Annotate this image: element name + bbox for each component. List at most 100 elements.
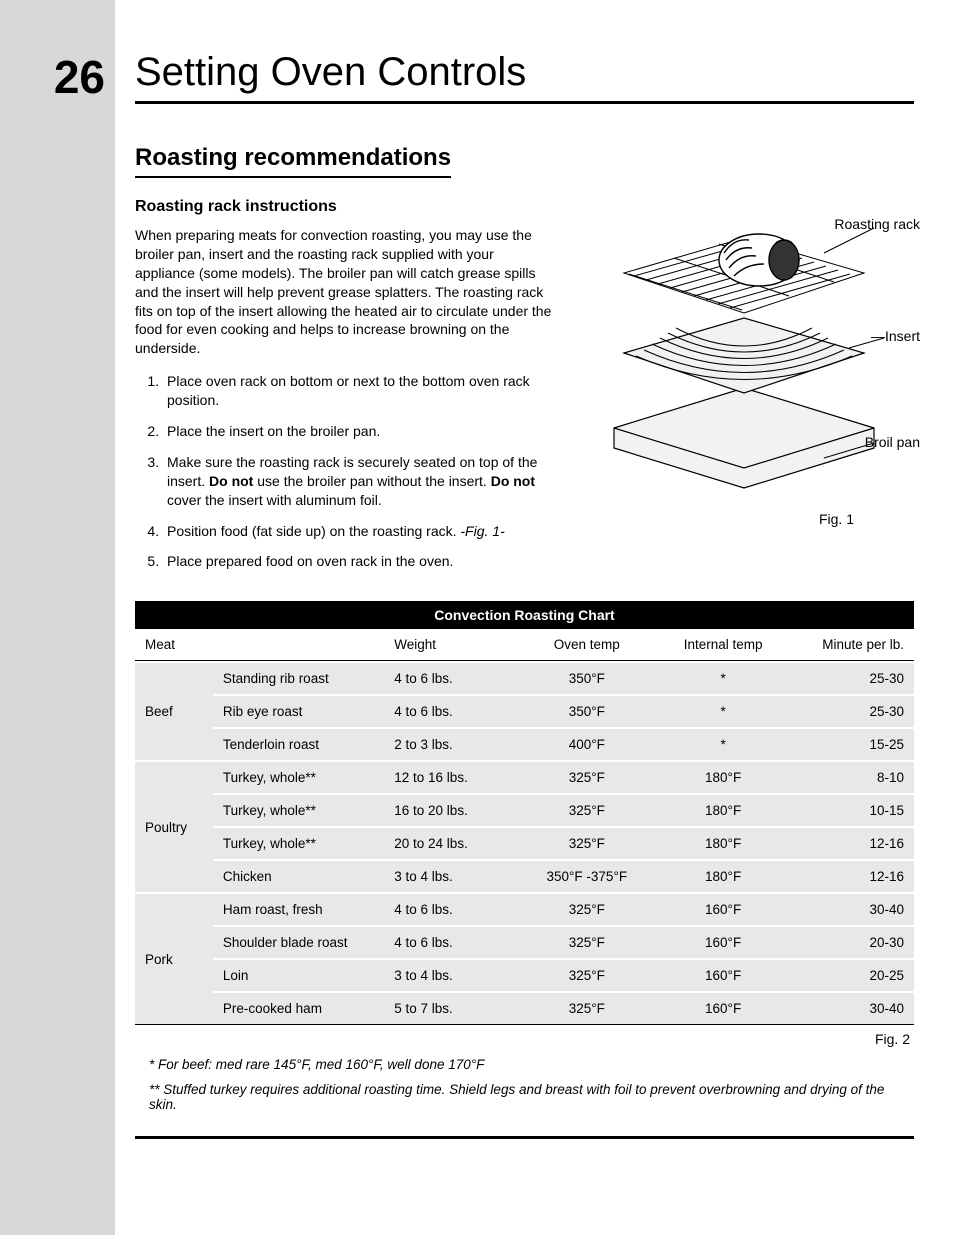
cell: 350°F <box>517 695 657 728</box>
cell: 30-40 <box>789 893 914 926</box>
cell: Rib eye roast <box>213 695 384 728</box>
chart-body: BeefStanding rib roast4 to 6 lbs.350°F*2… <box>135 661 914 1025</box>
table-row: BeefStanding rib roast4 to 6 lbs.350°F*2… <box>135 662 914 695</box>
table-row: Chicken3 to 4 lbs.350°F -375°F180°F12-16 <box>135 860 914 893</box>
cell: 325°F <box>517 761 657 794</box>
cell: * <box>657 695 789 728</box>
figure-label-pan: Broil pan <box>865 434 920 450</box>
page-number-band: 26 <box>0 0 115 1235</box>
instructions-and-figure: Roasting rack instructions When preparin… <box>135 198 914 583</box>
cell: 180°F <box>657 794 789 827</box>
cell: 20-25 <box>789 959 914 992</box>
cell: 180°F <box>657 827 789 860</box>
chart-table: Meat Weight Oven temp Internal temp Minu… <box>135 629 914 661</box>
cell: 20 to 24 lbs. <box>384 827 516 860</box>
cell: 25-30 <box>789 662 914 695</box>
cell: 160°F <box>657 926 789 959</box>
figure-label-insert: —Insert <box>871 328 920 344</box>
cell: 400°F <box>517 728 657 761</box>
cell: 4 to 6 lbs. <box>384 926 516 959</box>
table-row: Pre-cooked ham5 to 7 lbs.325°F160°F30-40 <box>135 992 914 1025</box>
cell: 30-40 <box>789 992 914 1025</box>
cell: 10-15 <box>789 794 914 827</box>
cell: 325°F <box>517 893 657 926</box>
cell: 20-30 <box>789 926 914 959</box>
cell: 4 to 6 lbs. <box>384 662 516 695</box>
cell: Standing rib roast <box>213 662 384 695</box>
col-cut <box>213 629 384 661</box>
cell: Ham roast, fresh <box>213 893 384 926</box>
roasting-chart: Convection Roasting Chart Meat Weight Ov… <box>135 601 914 1047</box>
cell: 325°F <box>517 827 657 860</box>
category-cell: Poultry <box>135 761 213 893</box>
table-row: Turkey, whole**20 to 24 lbs.325°F180°F12… <box>135 827 914 860</box>
col-weight: Weight <box>384 629 516 661</box>
footnote-1: * For beef: med rare 145°F, med 160°F, w… <box>135 1057 914 1072</box>
main-content: Setting Oven Controls Roasting recommend… <box>115 0 954 1235</box>
cell: 5 to 7 lbs. <box>384 992 516 1025</box>
cell: * <box>657 662 789 695</box>
cell: 180°F <box>657 860 789 893</box>
cell: 350°F -375°F <box>517 860 657 893</box>
cell: 12-16 <box>789 827 914 860</box>
col-meat: Meat <box>135 629 213 661</box>
figure-1: Roasting rack —Insert Broil pan <box>574 198 914 503</box>
cell: Chicken <box>213 860 384 893</box>
cell: 325°F <box>517 794 657 827</box>
intro-paragraph: When preparing meats for convection roas… <box>135 226 554 358</box>
cell: 2 to 3 lbs. <box>384 728 516 761</box>
figure-1-caption: Fig. 1 <box>574 511 914 527</box>
table-row: Turkey, whole**16 to 20 lbs.325°F180°F10… <box>135 794 914 827</box>
page-number: 26 <box>0 50 105 104</box>
bottom-rule <box>135 1136 914 1139</box>
subsection-heading: Roasting rack instructions <box>135 198 554 216</box>
figure-2-caption: Fig. 2 <box>135 1031 914 1047</box>
table-row: Loin3 to 4 lbs.325°F160°F20-25 <box>135 959 914 992</box>
col-minlb: Minute per lb. <box>789 629 914 661</box>
cell: Tenderloin roast <box>213 728 384 761</box>
cell: Pre-cooked ham <box>213 992 384 1025</box>
cell: 160°F <box>657 992 789 1025</box>
cell: 3 to 4 lbs. <box>384 959 516 992</box>
step-item: Make sure the roasting rack is securely … <box>163 453 554 510</box>
cell: 25-30 <box>789 695 914 728</box>
cell: 15-25 <box>789 728 914 761</box>
page-title: Setting Oven Controls <box>135 50 914 104</box>
step-item: Place prepared food on oven rack in the … <box>163 552 554 571</box>
cell: Turkey, whole** <box>213 794 384 827</box>
page: 26 Setting Oven Controls Roasting recomm… <box>0 0 954 1235</box>
cell: 325°F <box>517 959 657 992</box>
cell: 325°F <box>517 992 657 1025</box>
table-row: Tenderloin roast2 to 3 lbs.400°F*15-25 <box>135 728 914 761</box>
category-cell: Pork <box>135 893 213 1025</box>
cell: 160°F <box>657 893 789 926</box>
steps-list: Place oven rack on bottom or next to the… <box>135 372 554 571</box>
instructions-column: Roasting rack instructions When preparin… <box>135 198 554 583</box>
cell: 12-16 <box>789 860 914 893</box>
footnote-2: ** Stuffed turkey requires additional ro… <box>135 1082 914 1112</box>
figure-column: Roasting rack —Insert Broil pan Fig. 1 <box>574 198 914 583</box>
cell: 16 to 20 lbs. <box>384 794 516 827</box>
cell: 325°F <box>517 926 657 959</box>
cell: 4 to 6 lbs. <box>384 695 516 728</box>
cell: 180°F <box>657 761 789 794</box>
cell: Turkey, whole** <box>213 827 384 860</box>
section-heading: Roasting recommendations <box>135 144 451 178</box>
cell: * <box>657 728 789 761</box>
cell: 160°F <box>657 959 789 992</box>
cell: 12 to 16 lbs. <box>384 761 516 794</box>
col-inttemp: Internal temp <box>657 629 789 661</box>
step-item: Place the insert on the broiler pan. <box>163 422 554 441</box>
category-cell: Beef <box>135 662 213 761</box>
figure-label-rack: Roasting rack <box>834 216 920 232</box>
col-oventemp: Oven temp <box>517 629 657 661</box>
chart-title: Convection Roasting Chart <box>135 601 914 629</box>
table-row: Rib eye roast4 to 6 lbs.350°F*25-30 <box>135 695 914 728</box>
step-item: Place oven rack on bottom or next to the… <box>163 372 554 410</box>
table-row: PoultryTurkey, whole**12 to 16 lbs.325°F… <box>135 761 914 794</box>
cell: Loin <box>213 959 384 992</box>
roasting-diagram <box>574 198 914 498</box>
cell: 8-10 <box>789 761 914 794</box>
table-row: PorkHam roast, fresh4 to 6 lbs.325°F160°… <box>135 893 914 926</box>
chart-header: Meat Weight Oven temp Internal temp Minu… <box>135 629 914 661</box>
